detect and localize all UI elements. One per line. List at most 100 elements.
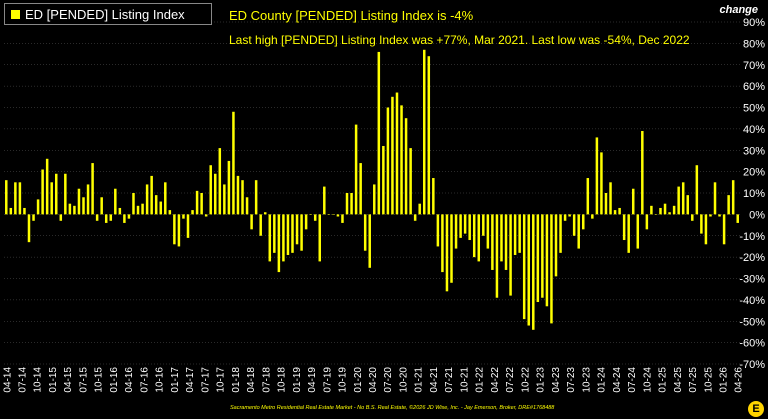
bar: [586, 178, 590, 215]
bar: [645, 214, 649, 230]
bar: [568, 214, 571, 217]
bar: [123, 214, 126, 223]
bar: [286, 214, 290, 255]
bar: [463, 214, 467, 234]
bar: [532, 214, 535, 330]
bar: [332, 214, 335, 215]
x-tick-label: 10-15: [94, 367, 105, 393]
y-tick-label: -10%: [739, 231, 765, 243]
x-tick-label: 01-25: [658, 367, 669, 393]
x-tick-label: 07-25: [688, 367, 699, 393]
bar: [354, 124, 358, 215]
bar: [282, 214, 285, 262]
bar: [118, 207, 122, 215]
bar: [536, 214, 540, 303]
bar: [495, 214, 499, 298]
x-tick-label: 04-22: [490, 367, 501, 393]
x-tick-label: 01-26: [718, 367, 729, 393]
x-tick-label: 10-16: [155, 367, 166, 393]
bar: [204, 214, 208, 217]
bar: [254, 180, 258, 215]
x-tick-label: 10-20: [398, 367, 409, 393]
bar: [313, 214, 317, 221]
bar: [704, 214, 708, 245]
bar: [395, 92, 399, 215]
bar: [527, 214, 530, 326]
x-tick-label: 10-14: [33, 367, 44, 393]
bar: [722, 214, 726, 245]
x-tick-label: 01-17: [170, 367, 181, 393]
bar: [59, 214, 63, 221]
x-tick-label: 04-14: [2, 367, 13, 393]
x-tick-label: 01-19: [292, 367, 303, 393]
bar: [391, 96, 394, 215]
bar: [477, 214, 481, 262]
legend-swatch: [11, 10, 20, 19]
bar: [691, 214, 694, 221]
bar: [491, 214, 494, 270]
y-tick-label: 40%: [743, 124, 765, 136]
x-tick-label: 01-18: [231, 367, 242, 393]
bar: [168, 210, 172, 215]
bar: [472, 214, 476, 258]
bar: [145, 184, 149, 215]
bar: [550, 214, 553, 324]
y-tick-label: 80%: [743, 38, 765, 50]
bar: [159, 201, 162, 215]
bar: [341, 214, 344, 223]
bar: [27, 214, 31, 243]
bar: [14, 182, 17, 215]
bar: [591, 214, 594, 219]
x-tick-label: 04-25: [673, 367, 684, 393]
bar: [509, 214, 512, 296]
bar: [132, 193, 135, 215]
bar: [613, 210, 617, 215]
bar: [386, 107, 390, 215]
x-tick-label: 07-14: [18, 367, 29, 393]
y-tick-label: 90%: [743, 17, 765, 29]
x-tick-label: 04-18: [246, 367, 257, 393]
bar: [427, 56, 431, 215]
bar: [109, 214, 113, 221]
bar: [500, 214, 503, 262]
y-tick-label: -20%: [739, 252, 765, 264]
bar: [563, 214, 567, 221]
x-tick-label: 10-21: [459, 367, 470, 393]
bar: [577, 214, 580, 249]
bar: [459, 214, 462, 238]
bar: [45, 158, 49, 215]
brand-logo-icon: E: [748, 401, 764, 417]
bar: [636, 214, 640, 249]
bar: [668, 212, 671, 215]
bar: [104, 214, 108, 223]
bar: [631, 188, 635, 215]
bar: [68, 203, 72, 215]
bar: [5, 180, 8, 215]
bar: [731, 180, 735, 215]
bar: [595, 137, 599, 215]
legend: ED [PENDED] Listing Index: [4, 3, 212, 25]
x-tick-label: 07-19: [322, 367, 333, 393]
bar: [622, 214, 626, 241]
x-tick-label: 04-24: [612, 367, 623, 393]
bar: [295, 214, 299, 245]
bar: [482, 214, 485, 236]
bar: [400, 105, 403, 215]
bar: [291, 214, 294, 253]
bar: [182, 214, 185, 219]
bar: [127, 214, 131, 219]
bar: [186, 214, 190, 238]
bar: [154, 195, 158, 215]
bar: [604, 193, 608, 215]
bar: [663, 203, 667, 215]
x-tick-label: 01-23: [536, 367, 547, 393]
bar: [336, 214, 340, 217]
bar: [700, 214, 703, 234]
bar: [713, 182, 717, 215]
y-tick-label: 60%: [743, 81, 765, 93]
y-tick-label: -60%: [739, 338, 765, 350]
bar: [627, 214, 630, 253]
bar: [659, 207, 662, 215]
bar: [304, 214, 308, 230]
bar: [86, 184, 90, 215]
